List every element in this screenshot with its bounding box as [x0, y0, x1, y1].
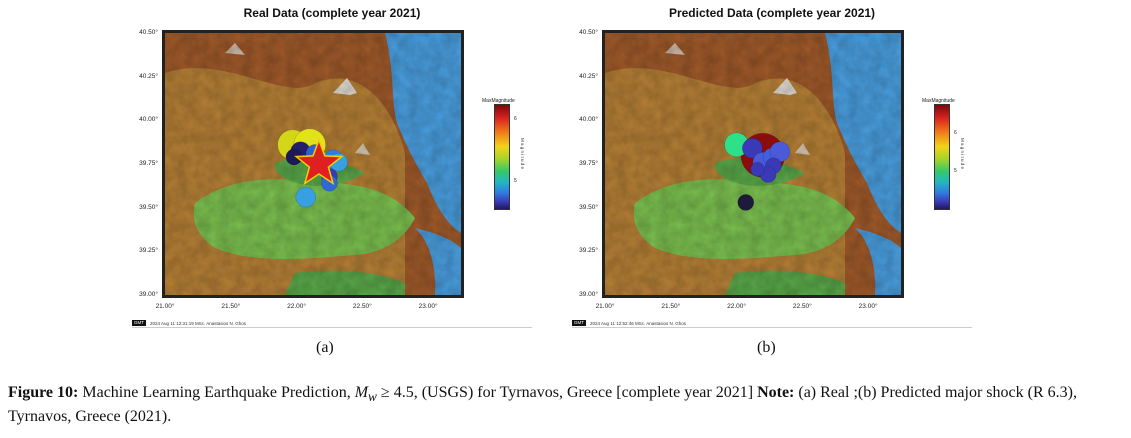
- colorbar-tick: 6: [514, 116, 517, 122]
- colorbar-tick: 6: [954, 130, 957, 136]
- footer-text: 2024 Aug 11 12:31:19 MSc. Anastasios N. …: [150, 320, 246, 326]
- gmt-logo: GMT: [132, 320, 146, 326]
- caption-text: ≥ 4.5, (USGS) for Tyrnavos, Greece [comp…: [376, 384, 758, 401]
- panel-real: Real Data (complete year 2021) MaxMagnit…: [122, 0, 542, 335]
- y-tick-label: 40.50°: [139, 29, 158, 36]
- gmt-logo: GMT: [572, 320, 586, 326]
- panel-title: Real Data (complete year 2021): [243, 6, 421, 20]
- terrain-svg: [605, 33, 901, 295]
- caption-mw: M: [354, 384, 369, 401]
- colorbar-tick: 5: [514, 178, 517, 184]
- x-tick-label: 21.00°: [155, 303, 175, 310]
- map-predicted: [602, 30, 904, 298]
- x-tick-label: 22.00°: [727, 303, 746, 310]
- x-tick-label: 21.00°: [595, 303, 615, 310]
- panel-title: Predicted Data (complete year 2021): [668, 6, 876, 20]
- panel-predicted: Predicted Data (complete year 2021) MaxM…: [562, 0, 982, 335]
- x-tick-label: 22.50°: [792, 303, 812, 310]
- y-tick-label: 40.00°: [579, 116, 598, 124]
- y-tick-label: 39.50°: [579, 203, 598, 211]
- footer-divider: [572, 327, 972, 328]
- earthquake-marker: [295, 186, 317, 208]
- x-tick-label: 21.50°: [661, 303, 681, 310]
- caption-text: (a) Real ;(b) Predicted major shock (R 6…: [8, 384, 1077, 426]
- colorbar-title: MaxMagnitude: [922, 98, 955, 104]
- y-tick-label: 40.25°: [139, 72, 158, 80]
- y-tick-label: 40.25°: [579, 72, 598, 80]
- y-tick-label: 39.25°: [579, 247, 598, 255]
- colorbar: [934, 104, 950, 210]
- colorbar: [494, 104, 510, 210]
- y-tick-label: 40.00°: [139, 116, 158, 124]
- sublabel-b: (b): [757, 339, 776, 356]
- sublabel-a: (a): [316, 339, 334, 356]
- y-tick-label: 39.75°: [139, 160, 158, 167]
- earthquake-marker: [742, 138, 763, 159]
- caption-fig-label: Figure 10:: [8, 384, 79, 401]
- map-real: [162, 30, 464, 298]
- colorbar-title: MaxMagnitude: [482, 98, 515, 104]
- x-tick-label: 23.00°: [418, 303, 438, 310]
- colorbar-tick: 5: [954, 168, 957, 174]
- gmt-footer: GMT 2024 Aug 11 12:52:46 MSc. Anastasios…: [572, 320, 686, 326]
- caption-text: Machine Learning Earthquake Prediction,: [78, 384, 355, 401]
- earthquake-marker: [750, 161, 765, 177]
- y-tick-label: 39.50°: [139, 203, 158, 211]
- footer-divider: [132, 327, 532, 328]
- earthquake-marker: [737, 194, 755, 211]
- caption-note-label: Note:: [757, 384, 795, 401]
- figure-caption: Figure 10: Machine Learning Earthquake P…: [8, 383, 1123, 427]
- caption-mw-sub: w: [368, 389, 377, 405]
- x-tick-label: 23.00°: [858, 303, 878, 310]
- y-tick-label: 40.50°: [579, 29, 598, 36]
- x-tick-label: 22.50°: [352, 303, 372, 310]
- mainshock-star-icon: [294, 137, 344, 186]
- colorbar-unit: M a g n i t u d e: [520, 138, 525, 170]
- y-tick-label: 39.00°: [579, 291, 598, 298]
- colorbar-unit: M a g n i t u d e: [960, 138, 965, 170]
- x-tick-label: 21.50°: [221, 303, 241, 310]
- y-tick-label: 39.00°: [139, 291, 158, 298]
- y-tick-label: 39.75°: [579, 160, 598, 167]
- footer-text: 2024 Aug 11 12:52:46 MSc. Anastasios N. …: [590, 320, 686, 326]
- gmt-footer: GMT 2024 Aug 11 12:31:19 MSc. Anastasios…: [132, 320, 246, 326]
- terrain-svg: [165, 33, 461, 295]
- x-tick-label: 22.00°: [287, 303, 306, 310]
- y-tick-label: 39.25°: [139, 247, 158, 255]
